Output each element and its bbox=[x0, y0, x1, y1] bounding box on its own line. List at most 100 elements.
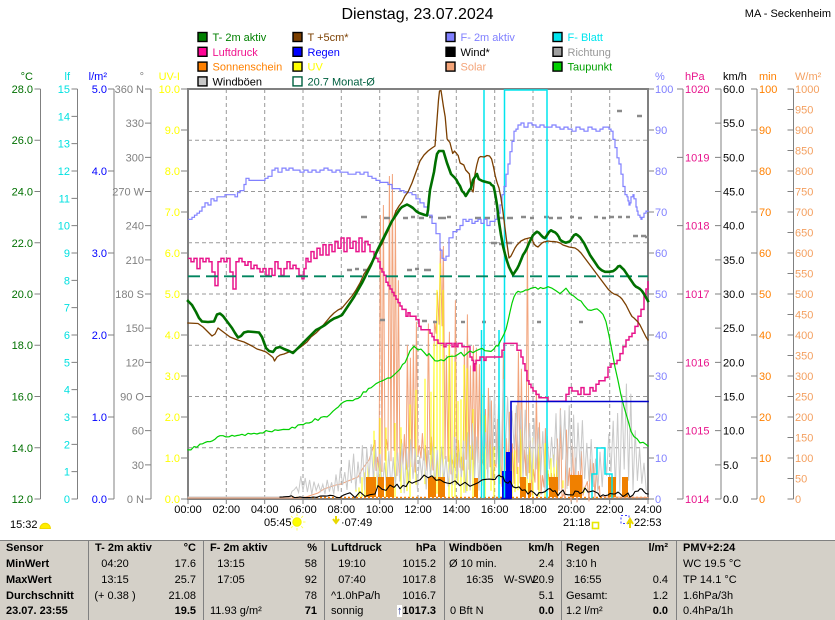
svg-text:7: 7 bbox=[64, 303, 70, 315]
svg-text:4.0: 4.0 bbox=[165, 330, 180, 342]
svg-text:80: 80 bbox=[759, 166, 771, 178]
svg-text:9.0: 9.0 bbox=[165, 125, 180, 137]
svg-text:60: 60 bbox=[759, 248, 771, 260]
svg-text:950: 950 bbox=[795, 105, 813, 117]
svg-text:50.0: 50.0 bbox=[723, 152, 744, 164]
svg-text:14:00: 14:00 bbox=[443, 504, 471, 516]
svg-text:Solar: Solar bbox=[461, 62, 487, 74]
svg-text:MA - Seckenheim: MA - Seckenheim bbox=[745, 8, 831, 20]
svg-text:3.0: 3.0 bbox=[92, 248, 107, 260]
svg-text:550: 550 bbox=[795, 269, 813, 281]
svg-text:15:32: 15:32 bbox=[10, 519, 38, 531]
svg-text:210: 210 bbox=[126, 255, 144, 267]
svg-text:80: 80 bbox=[655, 166, 667, 178]
svg-text:lf: lf bbox=[65, 71, 71, 83]
svg-text:22:53: 22:53 bbox=[634, 517, 662, 529]
svg-text:180 S: 180 S bbox=[115, 289, 144, 301]
svg-text:30: 30 bbox=[132, 460, 144, 472]
svg-text:13: 13 bbox=[58, 139, 70, 151]
svg-text:70: 70 bbox=[759, 207, 771, 219]
svg-text:1016: 1016 bbox=[685, 357, 709, 369]
svg-text:40: 40 bbox=[655, 330, 667, 342]
svg-text:14: 14 bbox=[58, 111, 70, 123]
svg-text:22:00: 22:00 bbox=[596, 504, 624, 516]
svg-text:4: 4 bbox=[64, 385, 70, 397]
svg-text:hPa: hPa bbox=[685, 71, 705, 83]
svg-text:12:00: 12:00 bbox=[404, 504, 432, 516]
svg-text:04:00: 04:00 bbox=[251, 504, 279, 516]
svg-text:25.0: 25.0 bbox=[723, 323, 744, 335]
svg-text:50: 50 bbox=[795, 474, 807, 486]
svg-text:40.0: 40.0 bbox=[723, 221, 744, 233]
svg-text:14.0: 14.0 bbox=[12, 443, 33, 455]
svg-text:8: 8 bbox=[64, 275, 70, 287]
svg-text:2.0: 2.0 bbox=[165, 412, 180, 424]
svg-text:30: 30 bbox=[759, 371, 771, 383]
svg-text:20.7 Monat-Ø: 20.7 Monat-Ø bbox=[308, 76, 376, 88]
svg-text:10.0: 10.0 bbox=[723, 426, 744, 438]
svg-text:0.0: 0.0 bbox=[92, 494, 107, 506]
svg-text:5: 5 bbox=[64, 357, 70, 369]
svg-text:70: 70 bbox=[655, 207, 667, 219]
svg-text:km/h: km/h bbox=[723, 71, 747, 83]
svg-text:Taupunkt: Taupunkt bbox=[568, 62, 613, 74]
svg-text:%: % bbox=[655, 71, 665, 83]
svg-text:9: 9 bbox=[64, 248, 70, 260]
svg-text:10: 10 bbox=[655, 453, 667, 465]
svg-text:1.0: 1.0 bbox=[165, 453, 180, 465]
svg-text:300: 300 bbox=[126, 152, 144, 164]
svg-text:600: 600 bbox=[795, 248, 813, 260]
svg-text:0.0: 0.0 bbox=[165, 494, 180, 506]
svg-text:750: 750 bbox=[795, 187, 813, 199]
svg-text:3: 3 bbox=[64, 412, 70, 424]
svg-text:150: 150 bbox=[126, 323, 144, 335]
svg-text:F- Blatt: F- Blatt bbox=[568, 32, 603, 44]
svg-text:12: 12 bbox=[58, 166, 70, 178]
svg-text:330: 330 bbox=[126, 118, 144, 130]
svg-text:1015: 1015 bbox=[685, 426, 709, 438]
svg-text:F- 2m aktiv: F- 2m aktiv bbox=[461, 32, 516, 44]
svg-text:0 N: 0 N bbox=[127, 494, 144, 506]
svg-text:50: 50 bbox=[655, 289, 667, 301]
svg-text:1014: 1014 bbox=[685, 494, 709, 506]
svg-text:T- 2m aktiv: T- 2m aktiv bbox=[213, 32, 267, 44]
svg-text:90 O: 90 O bbox=[120, 392, 144, 404]
svg-text:10: 10 bbox=[759, 453, 771, 465]
svg-text:35.0: 35.0 bbox=[723, 255, 744, 267]
svg-text:W/m²: W/m² bbox=[795, 71, 822, 83]
svg-text:20: 20 bbox=[759, 412, 771, 424]
svg-text:·07:49: ·07:49 bbox=[341, 517, 372, 529]
svg-text:2: 2 bbox=[64, 439, 70, 451]
svg-text:60: 60 bbox=[132, 426, 144, 438]
svg-text:Luftdruck: Luftdruck bbox=[213, 47, 259, 59]
svg-text:120: 120 bbox=[126, 357, 144, 369]
svg-text:60.0: 60.0 bbox=[723, 84, 744, 96]
svg-text:50: 50 bbox=[759, 289, 771, 301]
svg-text:400: 400 bbox=[795, 330, 813, 342]
svg-text:7.0: 7.0 bbox=[165, 207, 180, 219]
svg-text:100: 100 bbox=[655, 84, 673, 96]
svg-text:00:00: 00:00 bbox=[174, 504, 202, 516]
svg-text:20: 20 bbox=[655, 412, 667, 424]
svg-text:450: 450 bbox=[795, 310, 813, 322]
svg-text:20.0: 20.0 bbox=[723, 357, 744, 369]
svg-text:T +5cm*: T +5cm* bbox=[308, 32, 350, 44]
svg-text:300: 300 bbox=[795, 371, 813, 383]
svg-text:Windböen: Windböen bbox=[213, 76, 263, 88]
svg-text:10: 10 bbox=[58, 221, 70, 233]
svg-text:90: 90 bbox=[759, 125, 771, 137]
svg-text:05:45: 05:45 bbox=[264, 517, 292, 529]
svg-text:02:00: 02:00 bbox=[213, 504, 241, 516]
svg-text:1000: 1000 bbox=[795, 84, 819, 96]
svg-text:0.0: 0.0 bbox=[723, 494, 738, 506]
svg-text:350: 350 bbox=[795, 351, 813, 363]
svg-text:6: 6 bbox=[64, 330, 70, 342]
svg-text:08:00: 08:00 bbox=[328, 504, 356, 516]
svg-text:l/m²: l/m² bbox=[89, 71, 108, 83]
svg-text:500: 500 bbox=[795, 289, 813, 301]
svg-text:150: 150 bbox=[795, 433, 813, 445]
svg-text:700: 700 bbox=[795, 207, 813, 219]
svg-text:20.0: 20.0 bbox=[12, 289, 33, 301]
svg-text:5.0: 5.0 bbox=[165, 289, 180, 301]
svg-text:45.0: 45.0 bbox=[723, 187, 744, 199]
